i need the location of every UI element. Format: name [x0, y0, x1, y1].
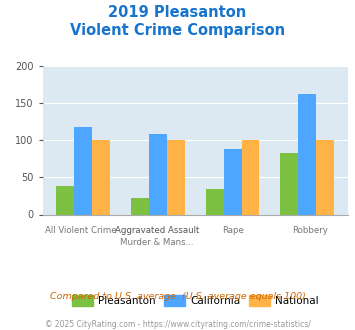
Text: Compared to U.S. average. (U.S. average equals 100): Compared to U.S. average. (U.S. average … — [50, 292, 305, 301]
Bar — [56, 186, 75, 214]
Bar — [167, 140, 185, 214]
Bar — [206, 188, 224, 214]
Bar — [298, 94, 316, 214]
Bar — [224, 149, 241, 214]
Bar — [149, 134, 167, 214]
Bar — [280, 153, 298, 215]
Bar — [241, 140, 260, 214]
Bar — [75, 127, 92, 214]
Text: Murder & Mans...: Murder & Mans... — [120, 238, 194, 247]
Text: Aggravated Assault: Aggravated Assault — [115, 226, 199, 235]
Text: 2019 Pleasanton: 2019 Pleasanton — [108, 5, 247, 20]
Bar — [131, 198, 149, 214]
Text: Violent Crime Comparison: Violent Crime Comparison — [70, 23, 285, 38]
Text: Rape: Rape — [223, 226, 244, 235]
Legend: Pleasanton, California, National: Pleasanton, California, National — [68, 291, 322, 310]
Text: Robbery: Robbery — [292, 226, 328, 235]
Bar — [316, 140, 334, 214]
Bar — [92, 140, 110, 214]
Text: All Violent Crime: All Violent Crime — [45, 226, 116, 235]
Text: © 2025 CityRating.com - https://www.cityrating.com/crime-statistics/: © 2025 CityRating.com - https://www.city… — [45, 320, 310, 329]
